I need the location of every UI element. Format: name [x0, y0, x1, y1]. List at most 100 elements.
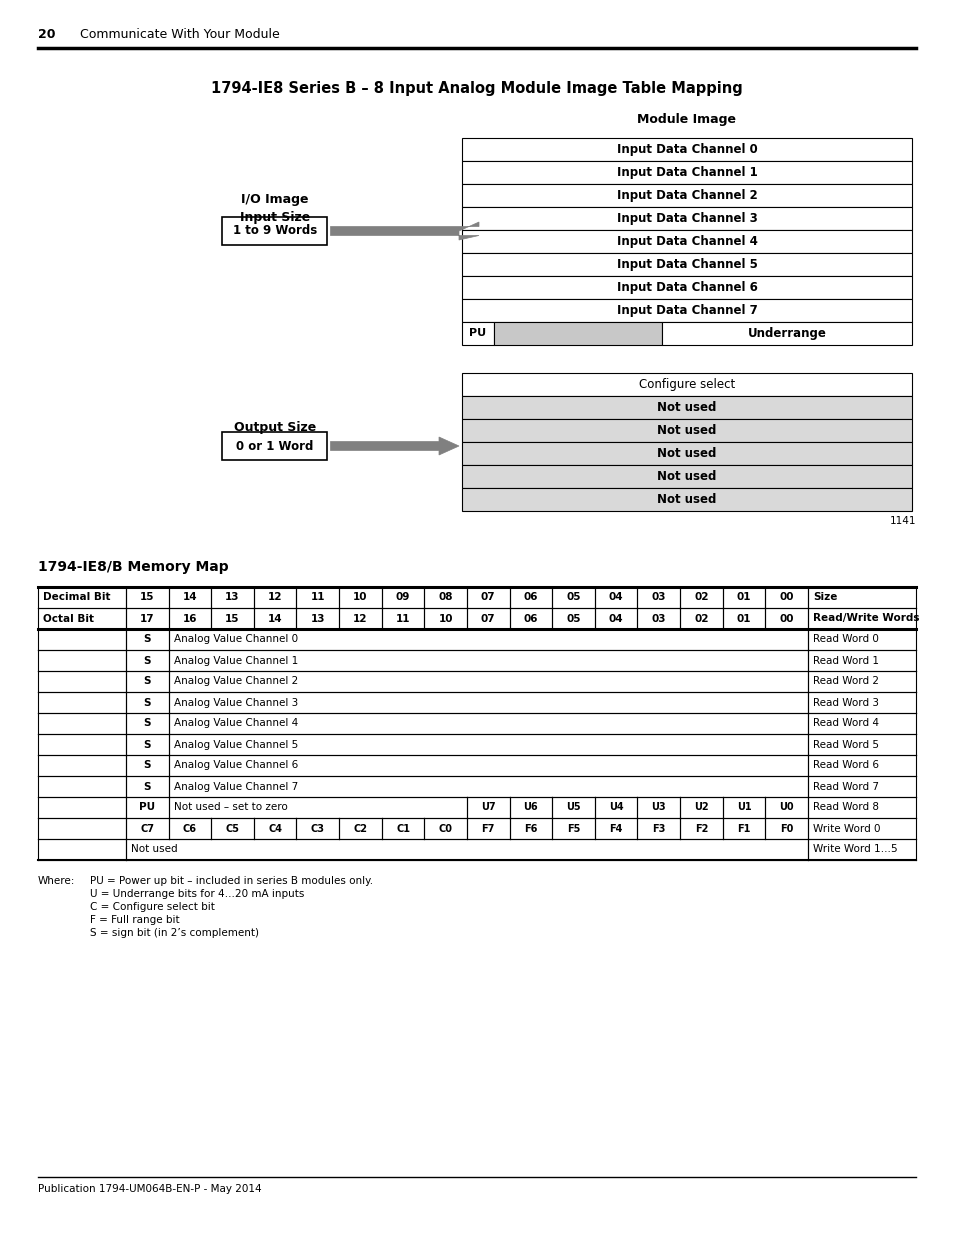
Polygon shape — [330, 222, 478, 240]
Text: 06: 06 — [523, 593, 537, 603]
Text: C = Configure select bit: C = Configure select bit — [90, 902, 214, 911]
Text: Configure select: Configure select — [639, 378, 735, 391]
Bar — [807, 818, 915, 839]
Text: PU: PU — [139, 803, 155, 813]
Bar — [461, 253, 911, 275]
Text: Communicate With Your Module: Communicate With Your Module — [80, 28, 279, 42]
Bar — [595, 587, 637, 608]
Text: S: S — [143, 719, 151, 729]
Text: Analog Value Channel 5: Analog Value Channel 5 — [173, 740, 297, 750]
Text: C4: C4 — [268, 824, 282, 834]
Text: 10: 10 — [438, 614, 453, 624]
Bar — [338, 818, 381, 839]
Text: S: S — [143, 698, 151, 708]
Bar — [126, 839, 807, 860]
Bar — [38, 839, 126, 860]
Bar — [595, 797, 637, 818]
Bar — [807, 692, 915, 713]
Text: 11: 11 — [395, 614, 410, 624]
Text: Write Word 0: Write Word 0 — [812, 824, 880, 834]
Bar — [461, 396, 911, 419]
Text: Input Data Channel 7: Input Data Channel 7 — [616, 304, 757, 317]
Text: Input Data Channel 6: Input Data Channel 6 — [616, 282, 757, 294]
Bar — [509, 797, 552, 818]
Bar — [296, 587, 338, 608]
Text: Analog Value Channel 4: Analog Value Channel 4 — [173, 719, 297, 729]
Text: 04: 04 — [608, 614, 623, 624]
Bar — [509, 587, 552, 608]
Bar — [38, 776, 126, 797]
Bar — [764, 587, 807, 608]
Text: 02: 02 — [694, 593, 708, 603]
Bar — [679, 608, 722, 629]
Text: C3: C3 — [311, 824, 324, 834]
Text: Read/Write Words: Read/Write Words — [812, 614, 919, 624]
Text: Analog Value Channel 1: Analog Value Channel 1 — [173, 656, 297, 666]
Text: Read Word 3: Read Word 3 — [812, 698, 878, 708]
Text: 06: 06 — [523, 614, 537, 624]
Text: I/O Image: I/O Image — [241, 194, 309, 206]
Bar — [461, 230, 911, 253]
Bar — [381, 608, 424, 629]
Bar — [126, 797, 169, 818]
Text: F6: F6 — [524, 824, 537, 834]
Text: Analog Value Channel 3: Analog Value Channel 3 — [173, 698, 297, 708]
Bar — [722, 587, 764, 608]
Text: Write Word 1…5: Write Word 1…5 — [812, 845, 897, 855]
Text: F5: F5 — [566, 824, 579, 834]
Bar — [211, 608, 253, 629]
Bar — [126, 671, 169, 692]
Text: 1141: 1141 — [888, 516, 915, 526]
Text: 13: 13 — [311, 614, 325, 624]
Bar — [338, 587, 381, 608]
Bar — [169, 734, 807, 755]
Text: 08: 08 — [438, 593, 453, 603]
Bar — [637, 587, 679, 608]
Bar — [222, 432, 327, 459]
Bar — [126, 818, 169, 839]
Text: S: S — [143, 656, 151, 666]
Bar — [461, 299, 911, 322]
Bar — [467, 587, 509, 608]
Bar — [552, 587, 595, 608]
Text: 1794-IE8 Series B – 8 Input Analog Module Image Table Mapping: 1794-IE8 Series B – 8 Input Analog Modul… — [211, 80, 742, 95]
Text: Read Word 5: Read Word 5 — [812, 740, 878, 750]
Bar — [126, 650, 169, 671]
Text: Read Word 7: Read Word 7 — [812, 782, 878, 792]
Bar — [461, 207, 911, 230]
Bar — [211, 587, 253, 608]
Text: 1 to 9 Words: 1 to 9 Words — [233, 225, 316, 237]
Bar — [807, 797, 915, 818]
Bar — [467, 818, 509, 839]
Text: S: S — [143, 677, 151, 687]
Text: Read Word 6: Read Word 6 — [812, 761, 878, 771]
Bar — [461, 488, 911, 511]
Bar — [679, 797, 722, 818]
Text: 03: 03 — [651, 614, 665, 624]
Bar — [461, 161, 911, 184]
Text: 07: 07 — [480, 593, 496, 603]
Bar — [38, 587, 126, 608]
Text: C2: C2 — [353, 824, 367, 834]
Bar — [38, 608, 126, 629]
Text: Where:: Where: — [38, 876, 75, 885]
Bar — [461, 442, 911, 466]
Bar — [296, 818, 338, 839]
Text: 05: 05 — [566, 593, 580, 603]
Bar — [38, 713, 126, 734]
Bar — [38, 671, 126, 692]
Text: F7: F7 — [481, 824, 495, 834]
Bar — [169, 755, 807, 776]
Text: Read Word 0: Read Word 0 — [812, 635, 878, 645]
Text: U5: U5 — [566, 803, 580, 813]
Bar — [222, 217, 327, 245]
Bar — [126, 629, 169, 650]
Bar — [126, 587, 169, 608]
Text: Octal Bit: Octal Bit — [43, 614, 94, 624]
Text: Read Word 8: Read Word 8 — [812, 803, 878, 813]
Bar — [338, 608, 381, 629]
Bar — [381, 587, 424, 608]
Bar — [253, 608, 296, 629]
Text: 14: 14 — [268, 614, 282, 624]
Bar — [807, 650, 915, 671]
